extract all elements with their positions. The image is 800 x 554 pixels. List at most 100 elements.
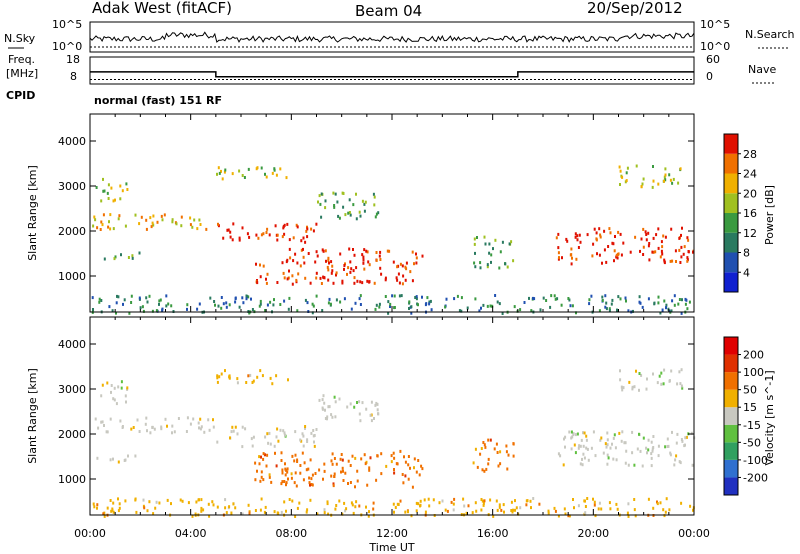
range-gate-cell <box>370 419 373 423</box>
range-gate-cell <box>398 281 401 285</box>
range-gate-cell <box>640 237 643 241</box>
range-gate-cell <box>295 223 298 227</box>
range-gate-cell <box>114 198 116 202</box>
range-gate-cell <box>380 472 383 476</box>
range-gate-cell <box>490 253 493 257</box>
freq-line <box>90 71 694 78</box>
range-gate-cell <box>660 249 663 253</box>
range-gate-cell <box>605 301 608 305</box>
range-gate-cell <box>180 224 183 228</box>
range-gate-cell <box>684 302 687 306</box>
range-gate-cell <box>627 514 630 518</box>
range-gate-cell <box>228 303 231 307</box>
range-gate-cell <box>621 388 624 392</box>
colorbar-tick-label: 200 <box>743 349 764 362</box>
velocity-axes: 1000 2000 3000 4000 <box>58 317 695 515</box>
range-gate-cell <box>625 179 628 183</box>
range-gate-cell <box>547 511 550 515</box>
range-gate-cell <box>163 213 166 217</box>
range-gate-cell <box>352 248 354 251</box>
range-gate-cell <box>119 419 122 423</box>
range-gate-cell <box>96 456 99 460</box>
range-gate-cell <box>641 182 644 186</box>
range-gate-cell <box>690 431 693 435</box>
radar-title: Adak West (fitACF) <box>92 0 232 17</box>
range-gate-cell <box>606 453 609 457</box>
range-gate-cell <box>407 455 410 458</box>
range-gate-cell <box>594 454 597 458</box>
range-gate-cell <box>591 254 594 258</box>
range-gate-cell <box>576 238 579 242</box>
range-gate-cell <box>652 435 655 438</box>
range-gate-cell <box>218 375 221 379</box>
range-gate-cell <box>529 499 532 503</box>
range-gate-cell <box>393 471 396 475</box>
range-gate-cell <box>615 502 618 506</box>
range-gate-cell <box>293 481 296 485</box>
range-gate-cell <box>127 256 130 259</box>
range-gate-cell <box>251 381 254 384</box>
range-gate-cell <box>686 236 689 240</box>
range-gate-cell <box>409 466 411 470</box>
range-gate-cell <box>220 372 223 376</box>
range-gate-cell <box>135 510 138 514</box>
range-gate-cell <box>259 479 262 483</box>
range-gate-cell <box>484 445 487 449</box>
range-gate-cell <box>361 401 364 405</box>
range-gate-cell <box>513 305 516 309</box>
range-gate-cell <box>498 503 501 507</box>
range-gate-cell <box>592 497 594 501</box>
range-gate-cell <box>320 192 323 196</box>
colorbar-swatch <box>724 459 738 478</box>
range-gate-cell <box>284 467 287 471</box>
range-gate-cell <box>304 425 307 428</box>
range-gate-cell <box>653 302 656 306</box>
range-gate-cell <box>681 439 684 443</box>
range-gate-cell <box>657 182 660 186</box>
range-gate-cell <box>315 271 318 275</box>
range-gate-cell <box>657 227 660 231</box>
range-gate-cell <box>361 281 364 285</box>
range-gate-cell <box>428 504 431 508</box>
range-gate-cell <box>475 509 478 513</box>
range-gate-cell <box>220 306 223 310</box>
range-gate-cell <box>152 223 155 227</box>
range-gate-cell <box>337 214 340 218</box>
range-gate-cell <box>399 262 402 266</box>
range-gate-cell <box>251 308 254 311</box>
range-gate-cell <box>607 456 610 460</box>
range-gate-cell <box>112 227 115 231</box>
range-gate-cell <box>650 452 653 456</box>
range-gate-cell <box>186 303 189 307</box>
range-gate-cell <box>200 506 203 510</box>
range-gate-cell <box>224 168 227 172</box>
range-gate-cell <box>216 172 218 176</box>
range-gate-cell <box>634 235 637 239</box>
range-gate-cell <box>224 506 227 510</box>
range-gate-cell <box>113 386 116 390</box>
range-gate-cell <box>622 386 625 390</box>
range-gate-cell <box>203 430 206 434</box>
range-gate-cell <box>261 374 264 378</box>
range-gate-cell <box>366 483 369 487</box>
range-gate-cell <box>642 177 645 181</box>
range-gate-cell <box>332 281 335 285</box>
range-gate-cell <box>403 455 405 459</box>
range-gate-cell <box>573 506 575 510</box>
range-gate-cell <box>236 381 239 385</box>
range-gate-cell <box>631 385 634 389</box>
range-gate-cell <box>376 402 379 406</box>
range-gate-cell <box>575 257 578 261</box>
range-gate-cell <box>618 431 621 435</box>
range-gate-cell <box>275 374 278 378</box>
range-gate-cell <box>175 222 178 226</box>
range-gate-cell <box>93 215 96 219</box>
colorbar-swatch <box>724 193 738 213</box>
range-gate-cell <box>599 438 602 442</box>
range-gate-cell <box>663 179 665 183</box>
range-gate-cell <box>279 167 282 171</box>
range-gate-cell <box>413 457 416 461</box>
range-gate-cell <box>148 294 151 298</box>
range-gate-cell <box>567 297 570 300</box>
range-gate-cell <box>557 514 560 518</box>
